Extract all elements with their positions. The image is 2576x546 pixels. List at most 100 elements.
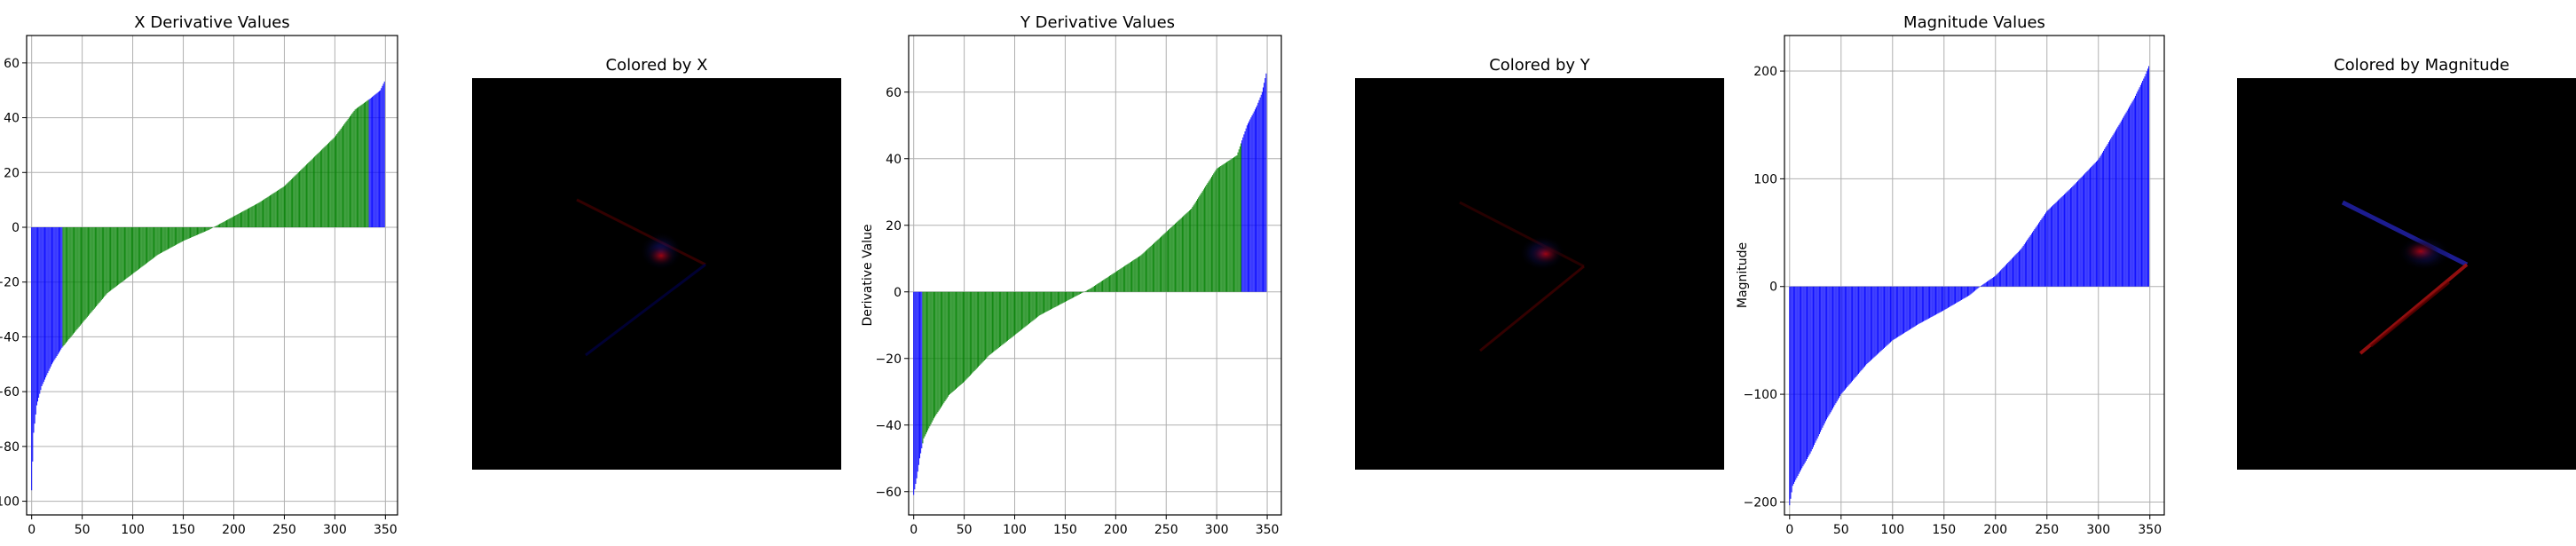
bar <box>1060 291 1062 305</box>
chart-title: X Derivative Values <box>134 13 289 32</box>
bar <box>373 96 374 228</box>
bar <box>353 110 355 227</box>
bar <box>1886 286 1887 346</box>
bar <box>236 214 238 227</box>
bar <box>377 91 379 228</box>
bar <box>1116 271 1117 292</box>
bar <box>127 227 129 278</box>
bar <box>156 227 158 256</box>
bar <box>1201 191 1203 292</box>
bar <box>267 196 269 227</box>
bar <box>278 190 280 227</box>
bar <box>1028 291 1029 324</box>
y-tick-label: −40 <box>875 419 902 433</box>
bar <box>52 227 54 363</box>
bar <box>133 227 135 273</box>
bar <box>1930 286 1932 318</box>
bar <box>61 227 63 348</box>
bar <box>938 291 940 411</box>
bar <box>1176 222 1178 292</box>
bar <box>1000 291 1002 347</box>
bar <box>1890 286 1891 343</box>
bar <box>1075 291 1077 297</box>
bar <box>1252 113 1254 292</box>
bar <box>2030 233 2032 287</box>
bar <box>379 91 380 227</box>
bar <box>1256 105 1258 292</box>
bar <box>257 202 259 227</box>
bar <box>161 227 163 253</box>
y-tick-label: 0 <box>12 221 20 235</box>
bar <box>1973 286 1974 292</box>
bar <box>260 201 262 227</box>
bar <box>2054 202 2056 287</box>
bar <box>1881 286 1883 351</box>
bar <box>1839 286 1841 397</box>
bar <box>1834 286 1836 406</box>
bar <box>70 227 72 337</box>
bar <box>263 200 264 227</box>
bar <box>122 227 124 281</box>
bar <box>1041 291 1043 314</box>
bar <box>344 123 346 227</box>
bar <box>150 227 152 260</box>
bar <box>2087 170 2089 287</box>
bar <box>1049 291 1051 310</box>
bar <box>1997 273 1998 287</box>
bar <box>258 202 260 227</box>
bar <box>219 224 220 227</box>
bar <box>975 291 977 369</box>
bar <box>979 291 981 366</box>
bar <box>365 102 366 227</box>
bar <box>1789 286 1791 506</box>
bar <box>2062 194 2064 287</box>
bar <box>2011 258 2013 287</box>
bar <box>212 227 214 228</box>
bar <box>2008 261 2010 287</box>
bar <box>2068 189 2070 287</box>
y-tick-label: 0 <box>1769 281 1777 295</box>
bar <box>1250 117 1252 292</box>
bar <box>283 186 285 227</box>
bar <box>2014 255 2016 287</box>
bar <box>978 291 979 368</box>
bar <box>83 227 85 321</box>
x-tick-label: 250 <box>272 523 296 537</box>
bar <box>1958 286 1960 302</box>
bar <box>1923 286 1925 322</box>
bar <box>1084 291 1086 292</box>
bar <box>1874 286 1876 357</box>
bar <box>340 128 342 227</box>
bar <box>963 291 964 383</box>
bar <box>170 227 172 248</box>
bar <box>1185 214 1186 292</box>
bar <box>2020 249 2021 287</box>
x-tick-label: 100 <box>1003 523 1027 537</box>
bar <box>930 291 932 424</box>
bar <box>2073 185 2075 287</box>
bar <box>171 227 173 248</box>
bar <box>366 100 368 227</box>
bar <box>120 227 122 283</box>
bar <box>149 227 151 261</box>
bar <box>1063 291 1065 303</box>
bar <box>1175 223 1176 292</box>
bar <box>2123 115 2125 287</box>
bar <box>1796 286 1798 479</box>
bar <box>922 291 924 444</box>
bar <box>178 227 180 243</box>
bar <box>1861 286 1863 370</box>
bar <box>1987 281 1988 287</box>
y-tick-label: 20 <box>886 219 902 233</box>
bar <box>1959 286 1961 301</box>
bar <box>78 227 80 328</box>
bar <box>1907 286 1909 331</box>
bar <box>2093 163 2095 287</box>
bar <box>1199 195 1201 292</box>
bar <box>1810 286 1812 452</box>
bar <box>1840 286 1842 395</box>
y-tick-label: −60 <box>875 486 902 500</box>
bar <box>2139 84 2141 287</box>
bar <box>1078 291 1080 295</box>
